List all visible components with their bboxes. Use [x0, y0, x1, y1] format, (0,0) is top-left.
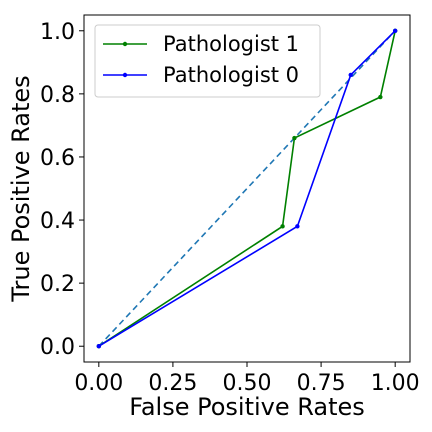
- x-tick-label: 0.50: [223, 371, 272, 396]
- y-tick-label: 0.4: [40, 209, 75, 234]
- y-tick-label: 0.8: [40, 83, 75, 108]
- data-point-pathologist-0: [392, 28, 398, 33]
- data-point-pathologist-1: [280, 224, 285, 229]
- x-tick-label: 0.00: [74, 371, 123, 396]
- y-tick-label: 0.0: [40, 335, 75, 360]
- legend: Pathologist 1 Pathologist 0: [94, 24, 321, 98]
- y-tick-label: 0.2: [40, 272, 75, 297]
- x-tick-label: 0.75: [297, 371, 346, 396]
- x-axis-label: False Positive Rates: [129, 393, 365, 421]
- y-axis-ticks: 0.0 0.2 0.4 0.6 0.8 1.0: [40, 20, 84, 360]
- legend-box: [94, 24, 321, 98]
- y-axis-label: True Positive Rates: [7, 75, 35, 302]
- plot-area: [96, 28, 398, 349]
- x-tick-label: 1.00: [371, 371, 420, 396]
- reference-diagonal-line: [98, 30, 396, 347]
- x-axis-ticks: 0.00 0.25 0.50 0.75 1.00: [74, 362, 420, 396]
- legend-label-pathologist-1: Pathologist 1: [163, 32, 299, 56]
- y-tick-label: 0.6: [40, 146, 75, 171]
- data-point-pathologist-1: [292, 135, 297, 141]
- data-point-pathologist-0: [348, 72, 353, 78]
- data-point-pathologist-0: [96, 344, 102, 349]
- data-point-pathologist-1: [378, 94, 383, 100]
- legend-marker-pathologist-0: [122, 72, 128, 78]
- x-tick-label: 0.25: [148, 371, 197, 396]
- data-point-pathologist-0: [295, 224, 300, 229]
- legend-marker-pathologist-1: [122, 41, 128, 47]
- legend-label-pathologist-0: Pathologist 0: [163, 63, 299, 87]
- y-tick-label: 1.0: [40, 20, 75, 45]
- series-line-pathologist-0: [98, 30, 396, 347]
